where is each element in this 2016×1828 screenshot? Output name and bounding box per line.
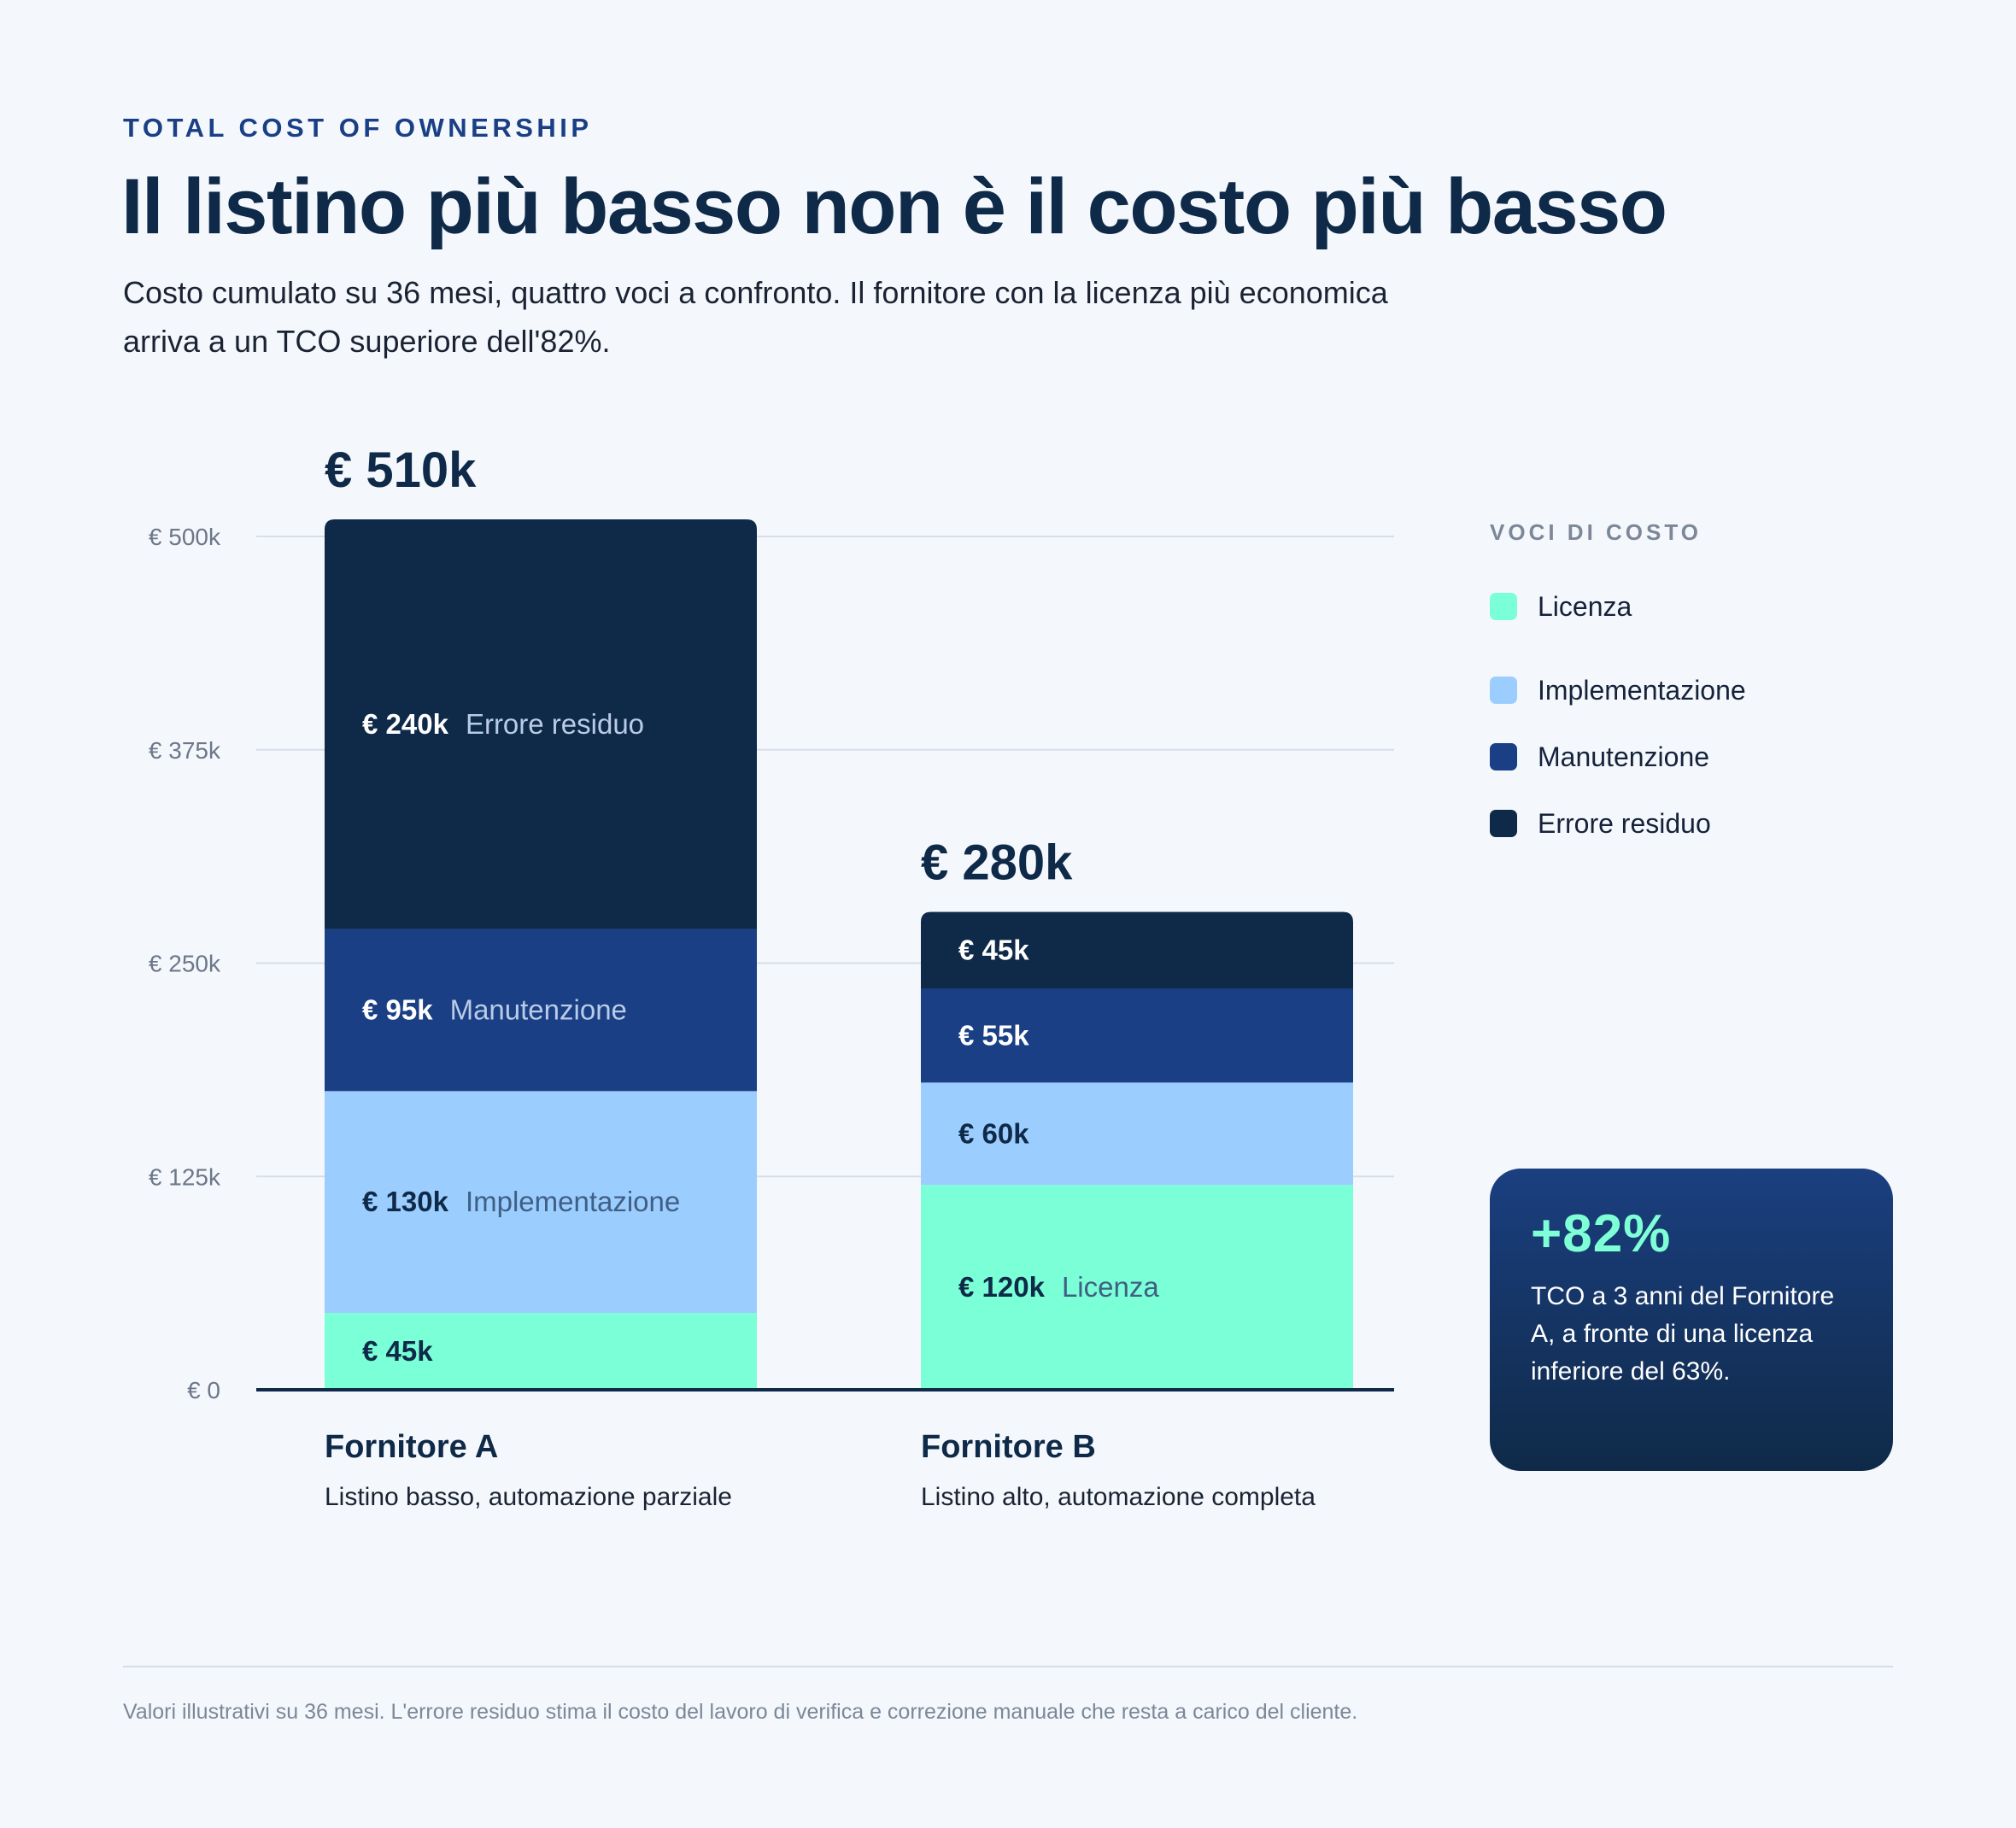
footnote: Valori illustrativi su 36 mesi. L'errore… xyxy=(123,1700,1358,1724)
callout-value: +82% xyxy=(1531,1204,1672,1263)
y-tick-label: € 250k xyxy=(149,951,221,977)
legend-swatch xyxy=(1490,593,1517,620)
bar-segment xyxy=(325,1313,757,1390)
legend-list: Licenza Implementazione Manutenzione Errore… xyxy=(1490,590,1900,857)
legend-swatch xyxy=(1490,743,1517,770)
legend-label: Manutenzione xyxy=(1538,741,1710,772)
bar-stack-fornitore-b xyxy=(921,911,1353,1390)
bar-total-label: € 280k xyxy=(921,835,1073,891)
footer-divider xyxy=(123,1666,1893,1667)
bar-segment xyxy=(325,929,757,1092)
page-subtitle: Costo cumulato su 36 mesi, quattro voci … xyxy=(123,275,1388,359)
legend-item: Licenza xyxy=(1490,590,1900,623)
legend: VOCI DI COSTO Licenza Implementazione Manu… xyxy=(1490,519,1900,857)
segment-label: € 95k Manutenzione xyxy=(362,993,627,1025)
segment-label: € 240k Errore residuo xyxy=(362,708,644,740)
page-title: Il listino più basso non è il costo più … xyxy=(121,163,1667,250)
bar-segment xyxy=(921,911,1353,989)
segment-label: € 45k xyxy=(958,935,1029,966)
y-tick-label: € 0 xyxy=(187,1377,220,1403)
legend-item: Manutenzione xyxy=(1490,724,1900,790)
eyebrow-label: TOTAL COST OF OWNERSHIP xyxy=(123,113,593,143)
bar-total-label: € 510k xyxy=(325,442,477,498)
bar-segment xyxy=(921,1185,1353,1390)
segment-label: € 45k xyxy=(362,1335,433,1367)
legend-label: Implementazione xyxy=(1538,674,1746,706)
category-note: Listino alto, automazione completa xyxy=(921,1483,1316,1511)
legend-item: Errore residuo xyxy=(1490,790,1900,857)
segment-label: € 120k Licenza xyxy=(958,1271,1159,1303)
category-label: Fornitore A xyxy=(325,1429,498,1465)
legend-title: VOCI DI COSTO xyxy=(1490,519,1702,545)
highlight-callout: +82% TCO a 3 anni del Fornitore A, a fro… xyxy=(1490,1169,1893,1471)
legend-item: Implementazione xyxy=(1490,657,1900,724)
segment-label: € 130k Implementazione xyxy=(362,1186,680,1217)
legend-swatch xyxy=(1490,677,1517,704)
bar-segment xyxy=(325,519,757,929)
y-tick-label: € 375k xyxy=(149,737,221,764)
bar-segment xyxy=(921,988,1353,1083)
legend-swatch xyxy=(1490,810,1517,837)
callout-text: TCO a 3 anni del Fornitore A, a fronte d… xyxy=(1531,1282,1835,1386)
bar-stack-fornitore-a xyxy=(325,519,757,1390)
legend-label: Errore residuo xyxy=(1538,807,1711,839)
category-note: Listino basso, automazione parziale xyxy=(325,1483,732,1511)
category-label: Fornitore B xyxy=(921,1429,1096,1465)
segment-label: € 55k xyxy=(958,1019,1029,1051)
y-tick-label: € 125k xyxy=(149,1163,221,1190)
legend-label: Licenza xyxy=(1538,590,1632,622)
bar-segment xyxy=(921,1082,1353,1186)
bar-segment xyxy=(325,1091,757,1314)
y-tick-label: € 500k xyxy=(149,524,221,550)
segment-label: € 60k xyxy=(958,1117,1029,1149)
